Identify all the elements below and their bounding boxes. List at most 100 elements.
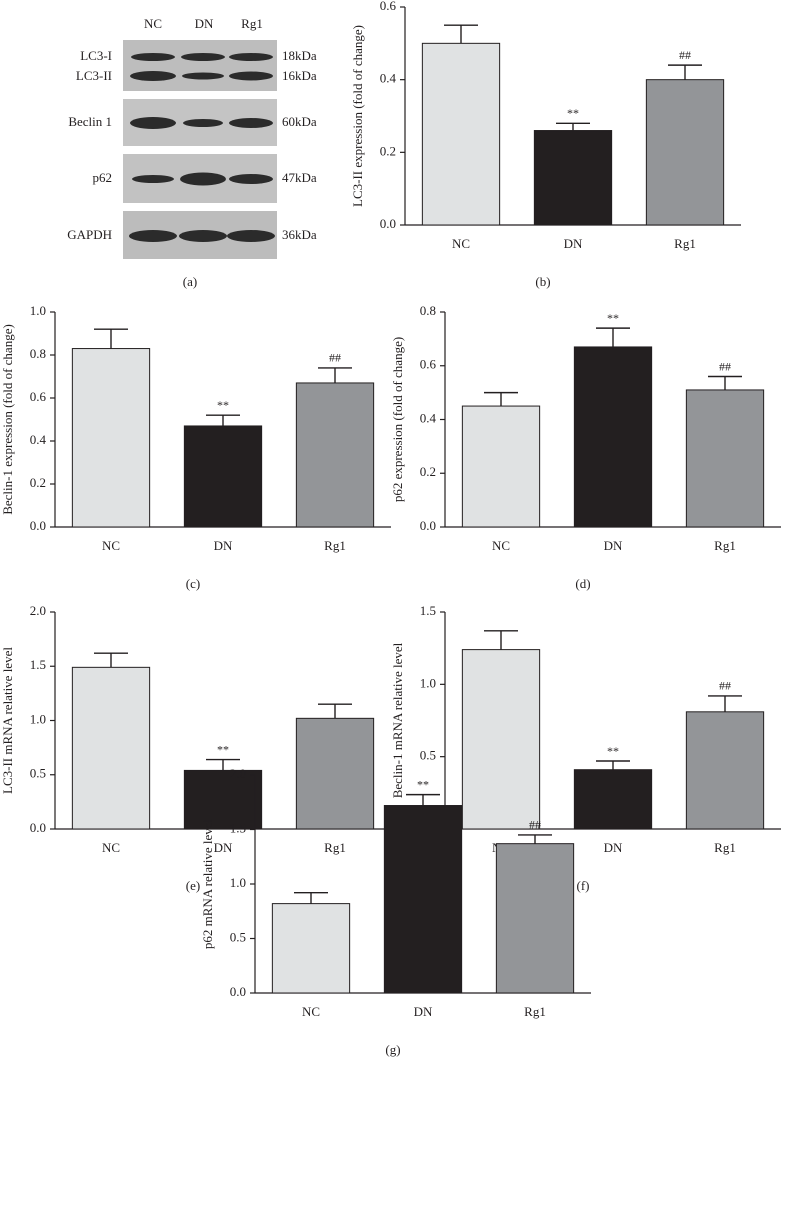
bar [295, 717, 375, 830]
y-tick-label: 1.5 [420, 603, 436, 618]
size-label: 16kDa [282, 68, 317, 83]
significance-label: ** [217, 742, 229, 756]
bar [573, 769, 653, 830]
bar [573, 346, 653, 528]
y-tick-label: 2.0 [230, 766, 246, 781]
panel-label: (f) [577, 878, 590, 893]
y-tick-label: 0.6 [380, 0, 397, 13]
y-tick-label: 0.0 [230, 984, 246, 999]
bar [271, 903, 351, 994]
lane-label: Rg1 [241, 16, 263, 31]
y-tick-label: 0.6 [30, 389, 47, 404]
y-axis-label: p62 mRNA relative level [200, 818, 215, 949]
x-tick-label: Rg1 [714, 840, 736, 855]
x-tick-label: NC [102, 840, 120, 855]
bar [533, 130, 613, 226]
x-tick-label: DN [414, 1004, 433, 1019]
x-tick-label: DN [604, 840, 623, 855]
y-tick-label: 0.5 [420, 748, 436, 763]
panel-label: (c) [186, 576, 200, 591]
significance-label: ## [679, 48, 691, 62]
panel-label: (g) [385, 1042, 400, 1057]
y-tick-label: 0.4 [380, 71, 397, 86]
row-label: Beclin 1 [68, 114, 112, 129]
size-label: 36kDa [282, 227, 317, 242]
x-tick-label: DN [214, 538, 233, 553]
bar [685, 711, 765, 830]
row-label: p62 [93, 170, 113, 185]
y-tick-label: 0.6 [420, 357, 437, 372]
x-tick-label: Rg1 [524, 1004, 546, 1019]
bar [461, 649, 541, 830]
row-label: GAPDH [67, 227, 112, 242]
x-tick-label: Rg1 [714, 538, 736, 553]
bar [183, 425, 263, 528]
bar [383, 805, 463, 994]
y-tick-label: 0.2 [420, 464, 436, 479]
x-tick-label: Rg1 [674, 236, 696, 251]
size-label: 18kDa [282, 48, 317, 63]
y-tick-label: 2.0 [30, 603, 46, 618]
x-tick-label: NC [302, 1004, 320, 1019]
y-tick-label: 0.4 [420, 410, 437, 425]
significance-label: ## [719, 359, 731, 373]
y-axis-label: Beclin-1 mRNA relative level [390, 642, 405, 798]
x-tick-label: DN [604, 538, 623, 553]
y-tick-label: 0.0 [380, 216, 396, 231]
x-tick-label: DN [564, 236, 583, 251]
y-axis-label: LC3-II mRNA relative level [0, 647, 15, 794]
significance-label: ** [417, 777, 429, 791]
y-tick-label: 0.8 [30, 346, 46, 361]
significance-label: ** [607, 311, 619, 325]
y-tick-label: 1.0 [30, 711, 46, 726]
significance-label: ## [529, 818, 541, 832]
x-tick-label: NC [452, 236, 470, 251]
significance-label: ## [329, 351, 341, 365]
y-tick-label: 0.2 [380, 143, 396, 158]
y-tick-label: 0.5 [30, 766, 46, 781]
y-axis-label: LC3-II expression (fold of change) [350, 25, 365, 207]
y-tick-label: 0.0 [420, 518, 436, 533]
y-tick-label: 1.5 [230, 820, 246, 835]
y-tick-label: 0.8 [420, 303, 436, 318]
lane-label: NC [144, 16, 162, 31]
bar [71, 666, 151, 830]
x-tick-label: NC [492, 538, 510, 553]
row-label: LC3-I [80, 48, 112, 63]
y-axis-label: p62 expression (fold of change) [390, 337, 405, 502]
significance-label: ## [719, 679, 731, 693]
panel-label: (a) [183, 274, 197, 289]
y-tick-label: 1.0 [420, 675, 436, 690]
lane-label: DN [195, 16, 214, 31]
panel-label: (e) [186, 878, 200, 893]
y-tick-label: 0.0 [30, 820, 46, 835]
y-tick-label: 0.0 [30, 518, 46, 533]
significance-label: ** [607, 744, 619, 758]
size-label: 60kDa [282, 114, 317, 129]
bar [71, 348, 151, 528]
bar [685, 389, 765, 528]
significance-label: ** [217, 398, 229, 412]
significance-label: ** [567, 106, 579, 120]
x-tick-label: NC [102, 538, 120, 553]
y-tick-label: 1.0 [30, 303, 46, 318]
x-tick-label: DN [214, 840, 233, 855]
bar [183, 769, 263, 830]
bar [645, 79, 725, 226]
y-tick-label: 0.4 [30, 432, 47, 447]
y-tick-label: 0.2 [30, 475, 46, 490]
x-tick-label: Rg1 [324, 538, 346, 553]
y-tick-label: 0.5 [230, 929, 246, 944]
y-axis-label: Beclin-1 expression (fold of change) [0, 324, 15, 515]
bar [295, 382, 375, 528]
panel-label: (d) [575, 576, 590, 591]
bar [495, 843, 575, 994]
panel-label: (b) [535, 274, 550, 289]
y-tick-label: 1.5 [30, 657, 46, 672]
size-label: 47kDa [282, 170, 317, 185]
y-tick-label: 1.0 [230, 875, 246, 890]
blot-image [123, 8, 277, 259]
x-tick-label: Rg1 [324, 840, 346, 855]
bar [461, 405, 541, 528]
